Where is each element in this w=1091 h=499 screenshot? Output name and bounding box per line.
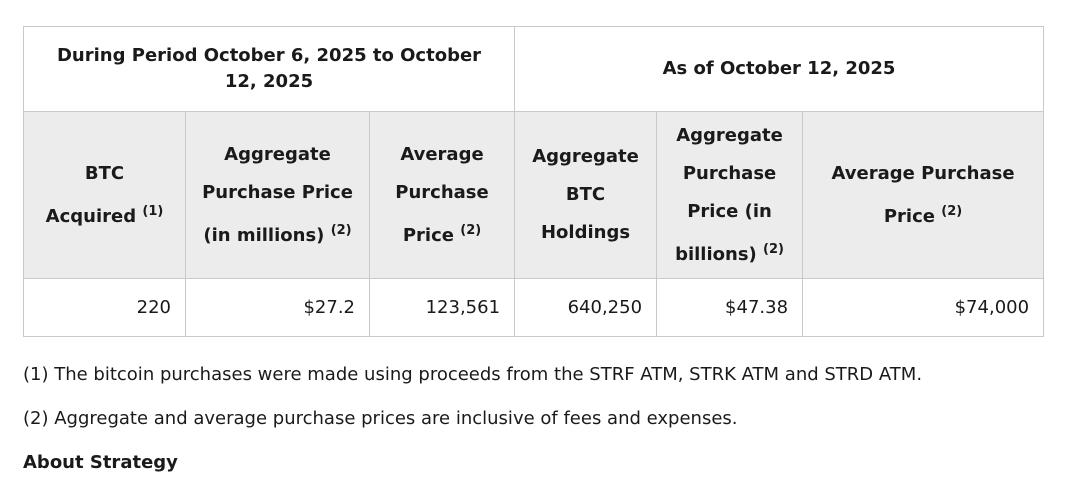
footnote-marker: (2): [941, 203, 963, 219]
holdings-table-container: During Period October 6, 2025 to October…: [22, 26, 1045, 337]
column-header-aggregate-btc-holdings: Aggregate BTC Holdings: [514, 111, 658, 279]
footnote-marker: (1): [142, 203, 164, 219]
column-header-aggregate-price-millions: Aggregate Purchase Price (in millions) (…: [185, 111, 370, 279]
column-label: Average Purchase Price: [395, 143, 489, 246]
column-label: BTC Acquired: [45, 162, 137, 227]
holdings-table: During Period October 6, 2025 to October…: [22, 26, 1045, 337]
period-header-row: During Period October 6, 2025 to October…: [22, 26, 1045, 112]
column-label: Aggregate BTC Holdings: [532, 146, 639, 243]
column-label: Aggregate Purchase Price (in billions): [675, 124, 783, 265]
cell-aggregate-btc-holdings: 640,250: [514, 278, 658, 337]
cell-average-price-total: $74,000: [802, 278, 1045, 337]
footnote-1: (1) The bitcoin purchases were made usin…: [23, 364, 923, 385]
column-header-row: BTC Acquired (1) Aggregate Purchase Pric…: [23, 111, 1045, 279]
column-label: Aggregate Purchase Price (in millions): [202, 143, 353, 246]
column-header-btc-acquired: BTC Acquired (1): [23, 111, 186, 279]
footnotes: (1) The bitcoin purchases were made usin…: [23, 363, 1073, 495]
footnote-marker: (2): [330, 222, 352, 238]
column-header-average-price-total: Average Purchase Price (2): [802, 111, 1045, 279]
footnote-2: (2) Aggregate and average purchase price…: [23, 408, 738, 429]
footnote-marker: (2): [763, 241, 784, 257]
cell-aggregate-price-millions: $27.2: [185, 278, 370, 337]
cell-btc-acquired: 220: [23, 278, 186, 337]
column-label: Average Purchase Price: [831, 162, 1015, 227]
cell-average-price: 123,561: [368, 278, 516, 337]
about-strategy-heading: About Strategy: [23, 452, 178, 473]
table-row: 220 $27.2 123,561 640,250 $47.38 $74,000: [23, 278, 1045, 337]
footnote-marker: (2): [460, 222, 482, 238]
column-header-aggregate-price-billions: Aggregate Purchase Price (in billions) (…: [656, 111, 804, 279]
cell-aggregate-price-billions: $47.38: [656, 278, 804, 337]
period-header: During Period October 6, 2025 to October…: [22, 26, 516, 112]
as-of-header: As of October 12, 2025: [514, 26, 1045, 112]
column-header-average-price: Average Purchase Price (2): [368, 111, 516, 279]
